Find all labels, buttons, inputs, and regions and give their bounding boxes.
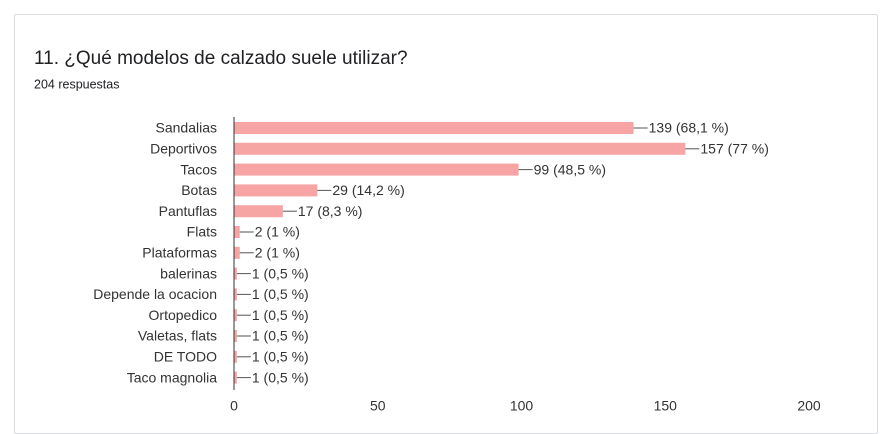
bar — [234, 122, 634, 134]
x-tick-label: 0 — [230, 398, 238, 414]
value-label: 1 (0,5 %) — [252, 265, 309, 281]
category-label: Pantuflas — [159, 203, 217, 219]
chart-title: 11. ¿Qué modelos de calzado suele utiliz… — [34, 48, 408, 69]
category-label: Botas — [181, 182, 217, 198]
category-label: Flats — [187, 224, 217, 240]
bar — [234, 205, 283, 218]
value-label: 1 (0,5 %) — [252, 369, 309, 385]
value-label: 29 (14,2 %) — [332, 182, 404, 198]
category-label: Deportivos — [150, 141, 217, 157]
bar — [234, 142, 686, 155]
chart-subtitle: 204 respuestas — [34, 77, 119, 91]
bar — [234, 350, 237, 363]
category-label: balerinas — [160, 265, 217, 281]
value-label: 157 (77 %) — [700, 141, 768, 157]
value-label: 17 (8,3 %) — [298, 203, 363, 219]
value-label: 139 (68,1 %) — [649, 120, 729, 136]
category-label: Ortopedico — [149, 307, 218, 323]
bar — [234, 371, 237, 384]
category-label: Valetas, flats — [138, 328, 217, 344]
bar — [234, 184, 318, 197]
value-label: 1 (0,5 %) — [252, 328, 309, 344]
chart: 11. ¿Qué modelos de calzado suele utiliz… — [34, 48, 821, 414]
x-tick-label: 100 — [510, 398, 534, 414]
page: 11. ¿Qué modelos de calzado suele utiliz… — [14, 14, 878, 434]
value-label: 2 (1 %) — [255, 224, 300, 240]
x-tick-label: 150 — [654, 398, 678, 414]
value-label: 2 (1 %) — [255, 245, 300, 261]
x-tick-label: 50 — [370, 398, 386, 414]
bar — [234, 267, 237, 280]
value-label: 1 (0,5 %) — [252, 307, 309, 323]
bar — [234, 163, 519, 176]
category-label: DE TODO — [154, 349, 217, 365]
category-label: Sandalias — [156, 120, 218, 136]
category-label: Plataformas — [142, 245, 217, 261]
bar — [234, 226, 240, 238]
value-label: 1 (0,5 %) — [252, 286, 309, 302]
bar — [234, 330, 237, 342]
value-label: 99 (48,5 %) — [534, 161, 606, 177]
bar — [234, 288, 237, 301]
category-label: Depende la ocacion — [93, 286, 217, 302]
x-tick-label: 200 — [797, 398, 821, 414]
bar — [234, 246, 240, 259]
category-label: Tacos — [180, 161, 217, 177]
value-label: 1 (0,5 %) — [252, 349, 309, 365]
category-label: Taco magnolia — [127, 369, 217, 385]
bar — [234, 309, 237, 322]
